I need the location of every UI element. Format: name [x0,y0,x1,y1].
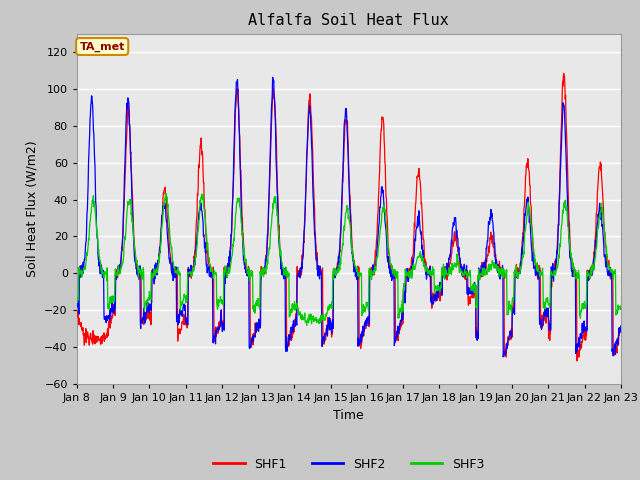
X-axis label: Time: Time [333,408,364,421]
Legend: SHF1, SHF2, SHF3: SHF1, SHF2, SHF3 [209,453,489,476]
Y-axis label: Soil Heat Flux (W/m2): Soil Heat Flux (W/m2) [26,141,38,277]
Title: Alfalfa Soil Heat Flux: Alfalfa Soil Heat Flux [248,13,449,28]
Text: TA_met: TA_met [79,41,125,52]
